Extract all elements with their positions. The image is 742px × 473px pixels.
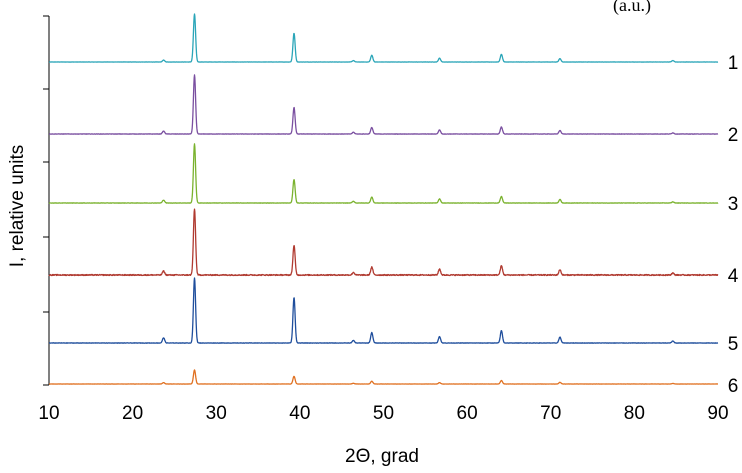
- series-line-5: [48, 277, 719, 344]
- series-label-4: 4: [728, 266, 739, 287]
- series-label-2: 2: [728, 125, 739, 146]
- series-label-6: 6: [728, 376, 739, 397]
- traces: [48, 13, 719, 385]
- x-tick-label: 90: [707, 403, 728, 424]
- x-tick-label: 20: [122, 403, 143, 424]
- series-line-2: [48, 74, 719, 135]
- x-axis: 10 20 30 40 50 60 70 80 90: [38, 403, 728, 424]
- x-tick-label: 70: [540, 403, 561, 424]
- series-line-4: [48, 208, 719, 277]
- x-axis-title: 2Θ, grad: [345, 446, 419, 467]
- series-label-1: 1: [728, 53, 739, 74]
- y-axis: [43, 15, 50, 386]
- series-line-3: [48, 143, 719, 204]
- series-labels: 1 2 3 4 5 6: [728, 53, 739, 397]
- top-note: (a.u.): [613, 0, 651, 16]
- x-tick-label: 60: [457, 403, 478, 424]
- y-axis-title: I, relative units: [7, 145, 28, 268]
- series-label-5: 5: [728, 334, 739, 355]
- series-line-1: [48, 13, 719, 63]
- series-line-6: [48, 369, 719, 385]
- x-tick-label: 30: [206, 403, 227, 424]
- x-tick-label: 80: [624, 403, 645, 424]
- x-tick-label: 40: [289, 403, 310, 424]
- series-label-3: 3: [728, 194, 739, 215]
- x-tick-label: 10: [38, 403, 59, 424]
- x-tick-label: 50: [373, 403, 394, 424]
